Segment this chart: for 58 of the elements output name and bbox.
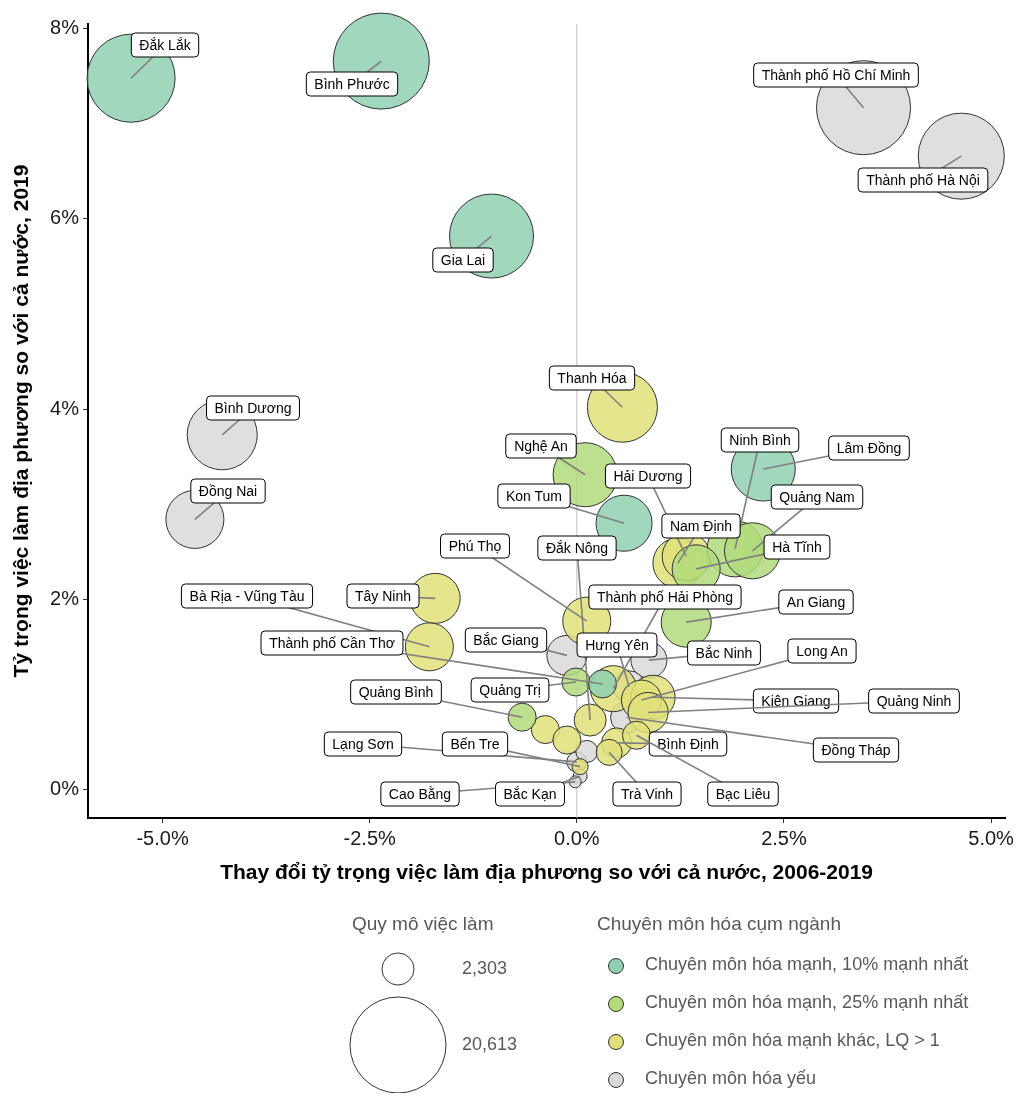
annotation: Thanh Hóa (557, 369, 627, 386)
annotation: Bạc Liêu (715, 785, 771, 802)
annotation: Lâm Đồng (836, 439, 902, 456)
annotation: Bà Rịa - Vũng Tàu (189, 587, 305, 604)
annotation: Long An (796, 642, 848, 659)
y-tick-label: 6% (50, 206, 80, 229)
annotation: Bình Định (657, 735, 719, 752)
y-tick-label: 8% (50, 16, 80, 39)
annotation: Nghệ An (514, 437, 568, 454)
x-tick-label: 0.0% (554, 826, 600, 849)
annotation: Đắk Lắk (139, 36, 192, 53)
annotation: Quảng Nam (779, 488, 855, 505)
legend-label: 20,613 (462, 1033, 518, 1054)
annotation: Trà Vinh (620, 785, 674, 802)
y-tick-label: 2% (50, 586, 80, 609)
annotation: Gia Lai (440, 251, 486, 268)
annotation: Hải Dương (613, 467, 683, 484)
annotation: Đồng Tháp (821, 741, 891, 758)
legend-title: Chuyên môn hóa cụm ngành (597, 913, 841, 935)
annotation: Phú Thọ (448, 537, 502, 554)
y-axis-title: Tỷ trọng việc làm địa phương so với cả nước, 2019 (9, 164, 33, 678)
annotation: Kon Tum (505, 487, 563, 504)
y-tick-label: 0% (50, 776, 80, 799)
legend-label: 2,303 (462, 957, 508, 978)
legend-label: Chuyên môn hóa mạnh khác, LQ > 1 (645, 1030, 940, 1051)
annotation: Quảng Ninh (876, 692, 952, 709)
annotation: Bến Tre (450, 735, 500, 752)
legend-label: Chuyên môn hóa mạnh, 10% mạnh nhất (645, 954, 969, 975)
annotation: Đồng Nai (198, 482, 258, 499)
annotation: Hưng Yên (585, 636, 649, 653)
legend-label: Chuyên môn hóa mạnh, 25% mạnh nhất (645, 992, 969, 1013)
x-tick-label: -2.5% (343, 826, 397, 849)
x-tick-label: 2.5% (761, 826, 807, 849)
annotation: Ninh Bình (729, 431, 791, 448)
x-tick-label: 5.0% (968, 826, 1015, 849)
annotation: Nam Định (669, 517, 733, 534)
annotation: Quảng Bình (358, 683, 434, 700)
annotation: Đắk Nông (545, 539, 609, 556)
annotation: Tây Ninh (354, 587, 412, 604)
annotation: Bình Phước (314, 75, 390, 92)
annotation: Quảng Trị (479, 681, 541, 698)
annotation: Hà Tĩnh (772, 538, 822, 555)
y-tick-label: 4% (50, 396, 80, 419)
x-axis-title: Thay đổi tỷ trọng việc làm địa phương so với cả nước, 2006-2019 (220, 860, 874, 884)
annotation: Bắc Giang (473, 631, 539, 648)
annotation: Cao Bằng (388, 785, 452, 802)
annotation: Bình Dương (214, 399, 292, 416)
annotation: Bắc Ninh (695, 644, 753, 661)
legend-label: Chuyên môn hóa yếu (645, 1068, 817, 1089)
annotation: Thành phố Hà Nội (866, 171, 980, 188)
annotation: Thành phố Cần Thơ (269, 634, 395, 651)
annotation: Lạng Sơn (332, 735, 394, 752)
x-tick-label: -5.0% (136, 826, 189, 849)
annotation: Bắc Kạn (503, 785, 557, 802)
annotation: Thành phố Hồ Chí Minh (761, 66, 911, 83)
text: Quy mô việc làm (352, 913, 494, 935)
annotation: Thành phố Hải Phòng (596, 588, 734, 605)
annotation: An Giang (786, 593, 846, 610)
